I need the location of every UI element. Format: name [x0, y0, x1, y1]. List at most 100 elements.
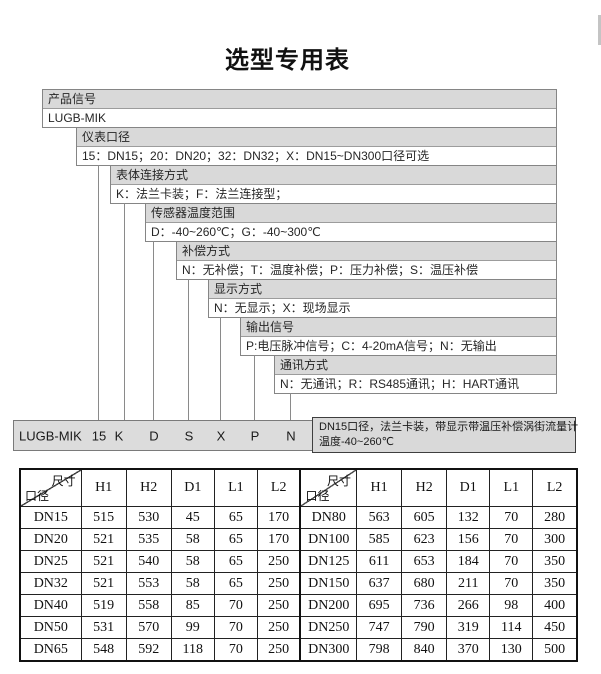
column-header: H2: [401, 468, 448, 507]
dimension-cell: 70: [213, 638, 258, 662]
table-row: DN40 519 558 85 70 250 DN200 695 736 266 98 400: [19, 594, 578, 617]
option-box-label: 输出信号: [241, 318, 556, 337]
dimension-cell: 211: [446, 572, 491, 595]
option-box-label: 传感器温度范围: [146, 204, 556, 223]
dimension-cell: 350: [532, 572, 578, 595]
dimension-cell: 680: [401, 572, 448, 595]
dimension-cell: 70: [489, 550, 534, 573]
option-box-value: K：法兰卡装；F：法兰连接型；: [116, 187, 288, 201]
dimension-cell: 605: [401, 506, 448, 529]
dimension-cell: 114: [489, 616, 534, 639]
dimension-cell: 132: [446, 506, 491, 529]
dimension-cell: 58: [170, 550, 215, 573]
dimension-cell: 540: [125, 550, 172, 573]
option-box-display-mode: 显示方式 N：无显示；X：现场显示: [208, 279, 557, 318]
option-box-value: LUGB-MIK: [48, 111, 107, 125]
scan-edge-artifact: [598, 15, 601, 45]
diameter-cell: DN20: [19, 528, 82, 551]
dimension-cell: 736: [401, 594, 448, 617]
dimension-cell: 70: [489, 528, 534, 551]
option-box-sensor-temp-range: 传感器温度范围 D：-40~260℃；G：-40~300℃: [145, 203, 557, 242]
dimension-cell: 531: [80, 616, 127, 639]
dimension-cell: 118: [170, 638, 215, 662]
corner-label-size: 尺寸: [327, 474, 352, 488]
dimension-cell: 521: [80, 572, 127, 595]
option-box-communication: 通讯方式 N：无通讯；R：RS485通讯；H：HART通讯: [274, 355, 557, 394]
option-box-body-connection: 表体连接方式 K：法兰卡装；F：法兰连接型；: [110, 165, 557, 204]
dimension-cell: 170: [256, 506, 301, 529]
dimension-cell: 500: [532, 638, 578, 662]
dimension-cell: 798: [356, 638, 403, 662]
dimension-cell: 350: [532, 550, 578, 573]
dimension-cell: 519: [80, 594, 127, 617]
dimension-cell: 370: [446, 638, 491, 662]
option-box-meter-diameter: 仪表口径 15：DN15；20：DN20；32：DN32；X：DN15~DN30…: [76, 127, 557, 166]
result-code-display: X: [216, 428, 226, 443]
dimension-table: 尺寸 口径 H1 H2 D1 L1 L2 尺寸 口径 H1 H2 D1 L1 L…: [19, 468, 578, 662]
dimension-cell: 58: [170, 528, 215, 551]
diameter-cell: DN300: [299, 638, 358, 662]
option-box-value: D：-40~260℃；G：-40~300℃: [151, 225, 321, 239]
dimension-cell: 530: [125, 506, 172, 529]
diameter-cell: DN150: [299, 572, 358, 595]
dimension-cell: 747: [356, 616, 403, 639]
connector-line: [153, 241, 154, 420]
table-row: DN15 515 530 45 65 170 DN80 563 605 132 70 280: [19, 506, 578, 529]
result-code-connection: K: [114, 428, 124, 443]
diameter-cell: DN200: [299, 594, 358, 617]
option-box-compensation: 补偿方式 N：无补偿；T：温度补偿；P：压力补偿；S：温压补偿: [176, 241, 557, 280]
column-header: H2: [125, 468, 172, 507]
dimension-cell: 98: [489, 594, 534, 617]
dimension-cell: 553: [125, 572, 172, 595]
dimension-cell: 70: [489, 572, 534, 595]
column-header: L1: [489, 468, 534, 507]
dimension-cell: 695: [356, 594, 403, 617]
dimension-cell: 611: [356, 550, 403, 573]
dimension-cell: 250: [256, 594, 301, 617]
result-code-compensation: S: [184, 428, 194, 443]
dimension-cell: 637: [356, 572, 403, 595]
connector-line: [98, 165, 99, 420]
dimension-cell: 840: [401, 638, 448, 662]
table-row: DN20 521 535 58 65 170 DN100 585 623 156 70 300: [19, 528, 578, 551]
diameter-cell: DN50: [19, 616, 82, 639]
page-title: 选型专用表: [225, 47, 350, 74]
diameter-cell: DN25: [19, 550, 82, 573]
column-header: H1: [80, 468, 127, 507]
dimension-cell: 184: [446, 550, 491, 573]
result-description-line1: DN15口径，法兰卡装，带显示带温压补偿涡街流量计: [319, 421, 579, 433]
column-header: L1: [213, 468, 258, 507]
diameter-cell: DN40: [19, 594, 82, 617]
result-code-communication: N: [286, 428, 296, 443]
option-box-label: 通讯方式: [275, 356, 556, 375]
option-box-label: 产品信号: [43, 90, 556, 109]
result-code-diameter: 15: [91, 428, 107, 443]
dimension-cell: 653: [401, 550, 448, 573]
dimension-cell: 592: [125, 638, 172, 662]
table-header-row: 尺寸 口径 H1 H2 D1 L1 L2 尺寸 口径 H1 H2 D1 L1 L…: [19, 468, 578, 507]
diameter-cell: DN32: [19, 572, 82, 595]
table-row: DN25 521 540 58 65 250 DN125 611 653 184 70 350: [19, 550, 578, 573]
result-description-line2: 温度-40~260℃: [319, 436, 395, 448]
dimension-table-body: DN15 515 530 45 65 170 DN80 563 605 132 70 280 DN20 5…: [19, 506, 578, 662]
option-box-value: N：无通讯；R：RS485通讯；H：HART通讯: [280, 377, 520, 391]
dimension-cell: 515: [80, 506, 127, 529]
connector-line: [220, 317, 221, 420]
option-box-product-signal: 产品信号 LUGB-MIK: [42, 89, 557, 128]
result-model-code: LUGB-MIK: [19, 428, 82, 443]
option-box-value: 15：DN15；20：DN20；32：DN32；X：DN15~DN300口径可选: [82, 149, 430, 163]
column-header: L2: [256, 468, 301, 507]
dimension-cell: 623: [401, 528, 448, 551]
option-box-label: 显示方式: [209, 280, 556, 299]
corner-label-size: 尺寸: [51, 474, 76, 488]
connector-line: [254, 355, 255, 420]
corner-header-cell: 尺寸 口径: [19, 468, 82, 507]
dimension-cell: 319: [446, 616, 491, 639]
dimension-cell: 280: [532, 506, 578, 529]
option-box-value: N：无补偿；T：温度补偿；P：压力补偿；S：温压补偿: [182, 263, 479, 277]
dimension-cell: 70: [213, 594, 258, 617]
dimension-cell: 156: [446, 528, 491, 551]
dimension-cell: 130: [489, 638, 534, 662]
dimension-cell: 790: [401, 616, 448, 639]
dimension-cell: 300: [532, 528, 578, 551]
